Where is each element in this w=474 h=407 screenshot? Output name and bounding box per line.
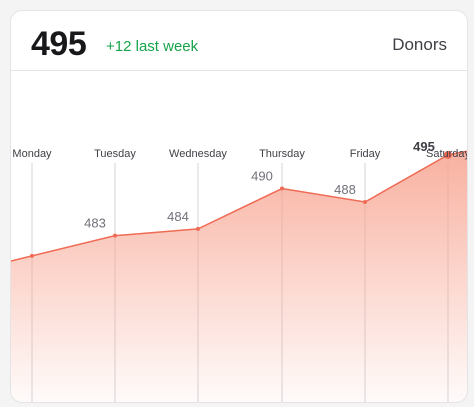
data-label-wednesday: 484 — [167, 209, 189, 224]
donors-area-chart: Monday Tuesday Wednesday Thursday Friday Satu… — [11, 139, 468, 402]
x-tick-label-wednesday: Wednesday — [169, 148, 227, 160]
data-label-saturday: 495 — [413, 139, 435, 154]
data-point-saturday — [444, 150, 452, 159]
x-tick-label-friday: Friday — [350, 148, 381, 160]
data-point-wednesday — [196, 226, 200, 231]
donor-total: 495 — [31, 25, 87, 63]
weekly-change: +12 last week — [106, 38, 199, 55]
data-label-thursday: 490 — [251, 169, 273, 184]
data-label-tuesday: 483 — [84, 216, 106, 231]
x-tick-label-monday: Monday — [12, 148, 52, 160]
area-fill — [11, 151, 467, 402]
data-point-thursday — [280, 186, 284, 191]
data-label-friday: 488 — [334, 182, 356, 197]
donors-card: 495 +12 last week Donors Monday Tuesday We… — [10, 10, 468, 403]
x-tick-label-saturday: Saturday — [426, 148, 468, 160]
data-point-monday — [30, 253, 34, 258]
series-line — [11, 150, 467, 262]
data-point-tuesday — [113, 233, 117, 238]
metric-label: Donors — [392, 35, 447, 54]
x-tick-label-thursday: Thursday — [259, 148, 305, 160]
x-tick-label-tuesday: Tuesday — [94, 148, 136, 160]
data-point-friday — [363, 200, 367, 204]
card-header: 495 +12 last week Donors — [11, 11, 467, 71]
